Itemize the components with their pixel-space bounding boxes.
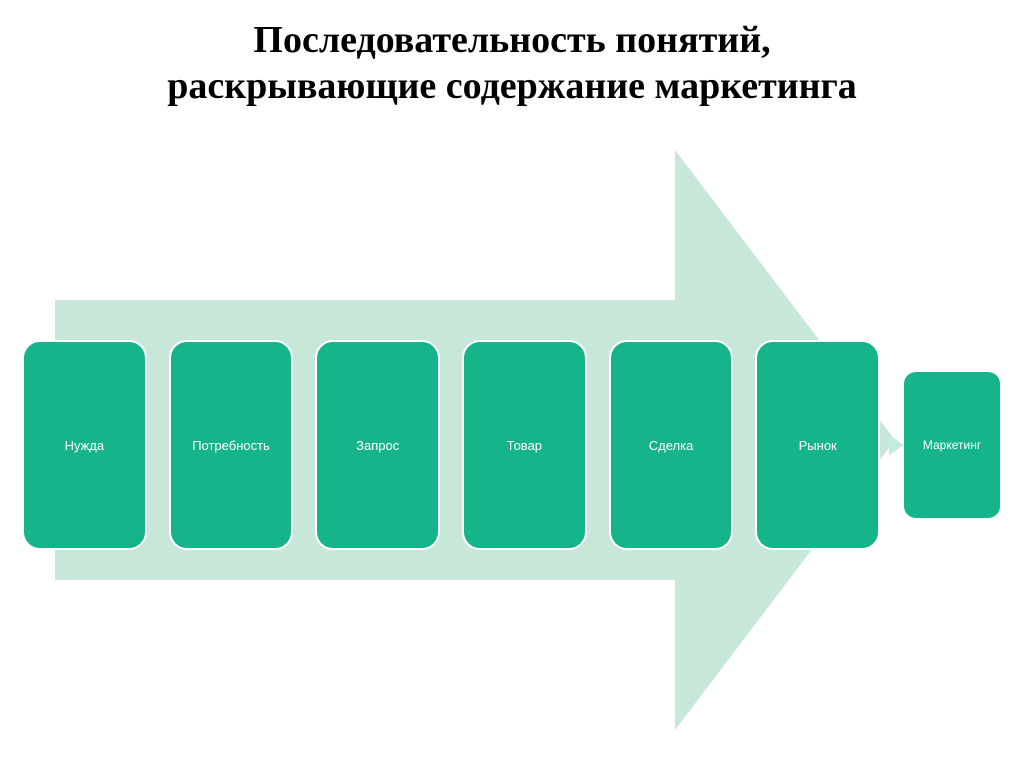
title-line-2: раскрывающие содержание маркетинга: [0, 64, 1024, 110]
concept-box-last: Маркетинг: [902, 370, 1002, 520]
concept-label: Товар: [507, 438, 542, 453]
title-line-1: Последовательность понятий,: [0, 18, 1024, 64]
connector-chevron: [889, 435, 904, 455]
concept-label: Запрос: [356, 438, 399, 453]
concept-sequence: Нужда Потребность Запрос Товар Сделка Ры…: [22, 340, 1002, 550]
concept-box-5: Сделка: [609, 340, 734, 550]
concept-label: Рынок: [799, 438, 837, 453]
concept-label: Потребность: [192, 438, 270, 453]
concept-box-3: Запрос: [315, 340, 440, 550]
concept-box-6: Рынок: [755, 340, 880, 550]
concept-label: Сделка: [649, 438, 694, 453]
concept-box-1: Нужда: [22, 340, 147, 550]
page-title: Последовательность понятий, раскрывающие…: [0, 0, 1024, 109]
concept-box-2: Потребность: [169, 340, 294, 550]
concept-label: Нужда: [65, 438, 105, 453]
concept-label: Маркетинг: [923, 438, 981, 452]
concept-box-4: Товар: [462, 340, 587, 550]
